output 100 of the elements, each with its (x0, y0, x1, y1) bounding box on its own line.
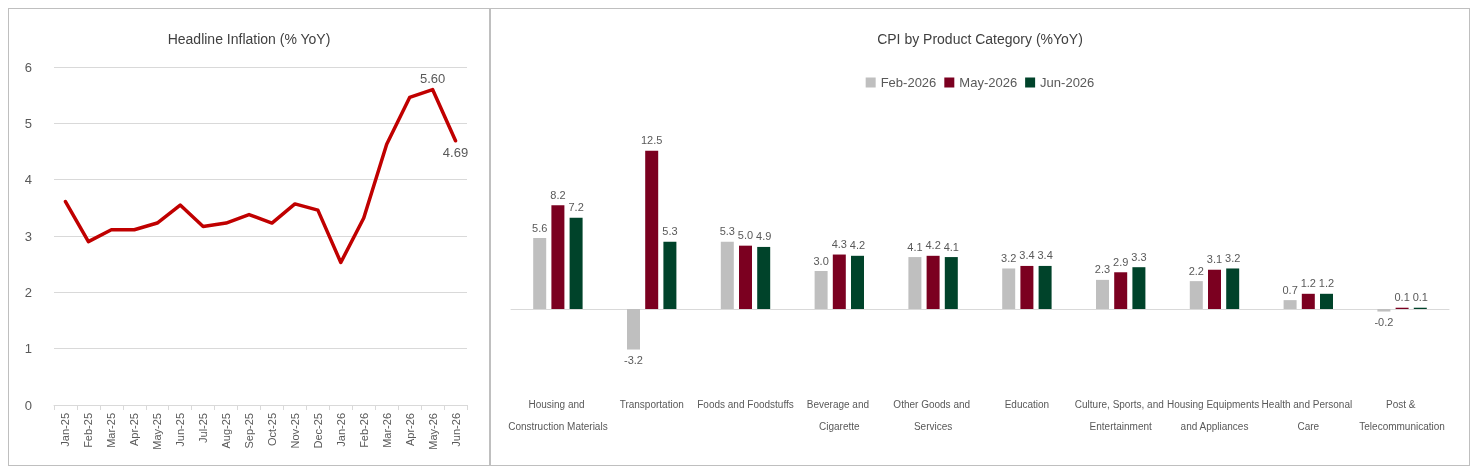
data-label: 0.7 (1282, 283, 1298, 296)
bar (720, 241, 734, 309)
chart-title: Headline Inflation (% YoY) (167, 31, 331, 47)
x-tick-label: Transportation (619, 398, 684, 410)
data-label: 3.2 (1225, 251, 1241, 264)
x-tick-label: Feb-25 (82, 413, 95, 448)
x-tick-label: Education (1004, 398, 1050, 410)
data-label: 1.2 (1300, 277, 1316, 290)
bar (1020, 265, 1034, 309)
bar (1226, 268, 1240, 309)
x-tick-label: Feb-26 (357, 413, 370, 448)
bar (1301, 293, 1315, 309)
data-label: 3.0 (813, 254, 829, 267)
bar (851, 255, 864, 309)
data-label: 4.2 (849, 239, 866, 252)
data-label: 2.2 (1188, 264, 1204, 277)
data-label: 3.4 (1019, 249, 1035, 262)
x-tick-label: Nov-25 (288, 413, 301, 449)
x-tick-label: Apr-25 (128, 413, 141, 447)
data-label: 4.3 (831, 238, 847, 251)
x-tick-label: Mar-26 (380, 413, 393, 448)
bar (1096, 279, 1109, 309)
data-label: 1.2 (1318, 277, 1335, 290)
data-label: 2.9 (1113, 255, 1129, 268)
x-tick-label: Housing and Construction Materials (508, 398, 608, 432)
data-label: 5.3 (662, 225, 678, 238)
data-label: 4.2 (925, 239, 941, 252)
bar (551, 205, 565, 309)
data-label: 4.9 (756, 230, 772, 243)
bar (832, 254, 846, 309)
bar (1132, 267, 1146, 309)
y-tick-label: 1 (24, 341, 32, 357)
data-label: 3.2 (1001, 251, 1017, 264)
data-label: -0.2 (1374, 316, 1394, 329)
legend-label: May-2026 (959, 75, 1018, 90)
data-label: 3.3 (1131, 250, 1147, 263)
x-tick-label: Jul-25 (197, 413, 210, 443)
x-tick-label: May-26 (426, 413, 439, 450)
y-tick-label: 3 (24, 228, 32, 244)
data-label: 0.1 (1412, 291, 1428, 304)
data-label: 8.2 (550, 188, 566, 201)
bar (663, 241, 677, 309)
bar (1320, 293, 1333, 309)
legend-label: Feb-2026 (880, 75, 937, 90)
x-tick-label: Foods and Foodstuffs (697, 398, 794, 410)
bar (1189, 281, 1203, 309)
bar (944, 257, 958, 309)
data-label: 5.6 (532, 221, 548, 234)
y-tick-label: 0 (24, 397, 32, 413)
bar (1114, 272, 1128, 309)
y-tick-label: 5 (24, 115, 32, 131)
bar (1208, 269, 1221, 309)
data-label: 2.3 (1094, 263, 1111, 276)
data-label: 4.69 (442, 144, 469, 160)
x-tick-label: Health and Personal Care (1261, 398, 1355, 432)
x-tick-label: Jan-25 (59, 413, 72, 447)
x-tick-label: Apr-26 (403, 413, 416, 447)
data-label: 3.1 (1206, 253, 1223, 266)
x-tick-label: Jun-25 (174, 413, 187, 447)
chart-title: CPI by Product Category (%YoY) (877, 31, 1083, 47)
data-label: 4.1 (943, 240, 959, 253)
bar (645, 150, 659, 309)
x-tick-label: Dec-25 (311, 413, 324, 449)
x-tick-label: May-25 (151, 413, 164, 450)
data-label: 7.2 (568, 201, 584, 214)
bar (757, 246, 771, 309)
bar (1377, 309, 1391, 312)
y-tick-label: 2 (24, 284, 32, 300)
bar (739, 245, 752, 309)
bar (1283, 300, 1297, 309)
x-tick-label: Jun-26 (449, 413, 462, 447)
x-tick-label: Oct-25 (265, 413, 278, 447)
bar (627, 309, 640, 350)
x-tick-label: Mar-25 (105, 413, 118, 448)
data-label: 0.1 (1394, 291, 1410, 304)
bar (1002, 268, 1016, 309)
data-label: 3.4 (1037, 249, 1053, 262)
data-label: -3.2 (624, 354, 643, 367)
bar (569, 217, 583, 309)
x-tick-label: Post & Telecommunication (1359, 398, 1445, 432)
x-tick-label: Beverage and Cigarette (806, 398, 872, 432)
y-tick-label: 4 (24, 172, 32, 188)
legend-label: Jun-2026 (1040, 75, 1095, 90)
x-tick-label: Housing Equipments and Appliances (1166, 398, 1263, 432)
bar (533, 238, 547, 309)
bar (908, 257, 922, 309)
data-label: 5.0 (737, 229, 754, 242)
x-tick-label: Jan-26 (334, 413, 347, 447)
data-label: 5.3 (719, 225, 735, 238)
x-tick-label: Sep-25 (243, 413, 256, 449)
data-label: 4.1 (907, 240, 923, 253)
data-label: 5.60 (419, 70, 446, 86)
bar (1038, 265, 1052, 309)
x-tick-label: Other Goods and Services (893, 398, 973, 432)
bar (926, 255, 940, 309)
x-tick-label: Aug-25 (220, 413, 233, 449)
x-tick-label: Culture, Sports, and Entertainment (1074, 398, 1167, 432)
y-tick-label: 6 (24, 59, 32, 75)
bar (814, 271, 828, 309)
data-label: 12.5 (640, 134, 663, 147)
